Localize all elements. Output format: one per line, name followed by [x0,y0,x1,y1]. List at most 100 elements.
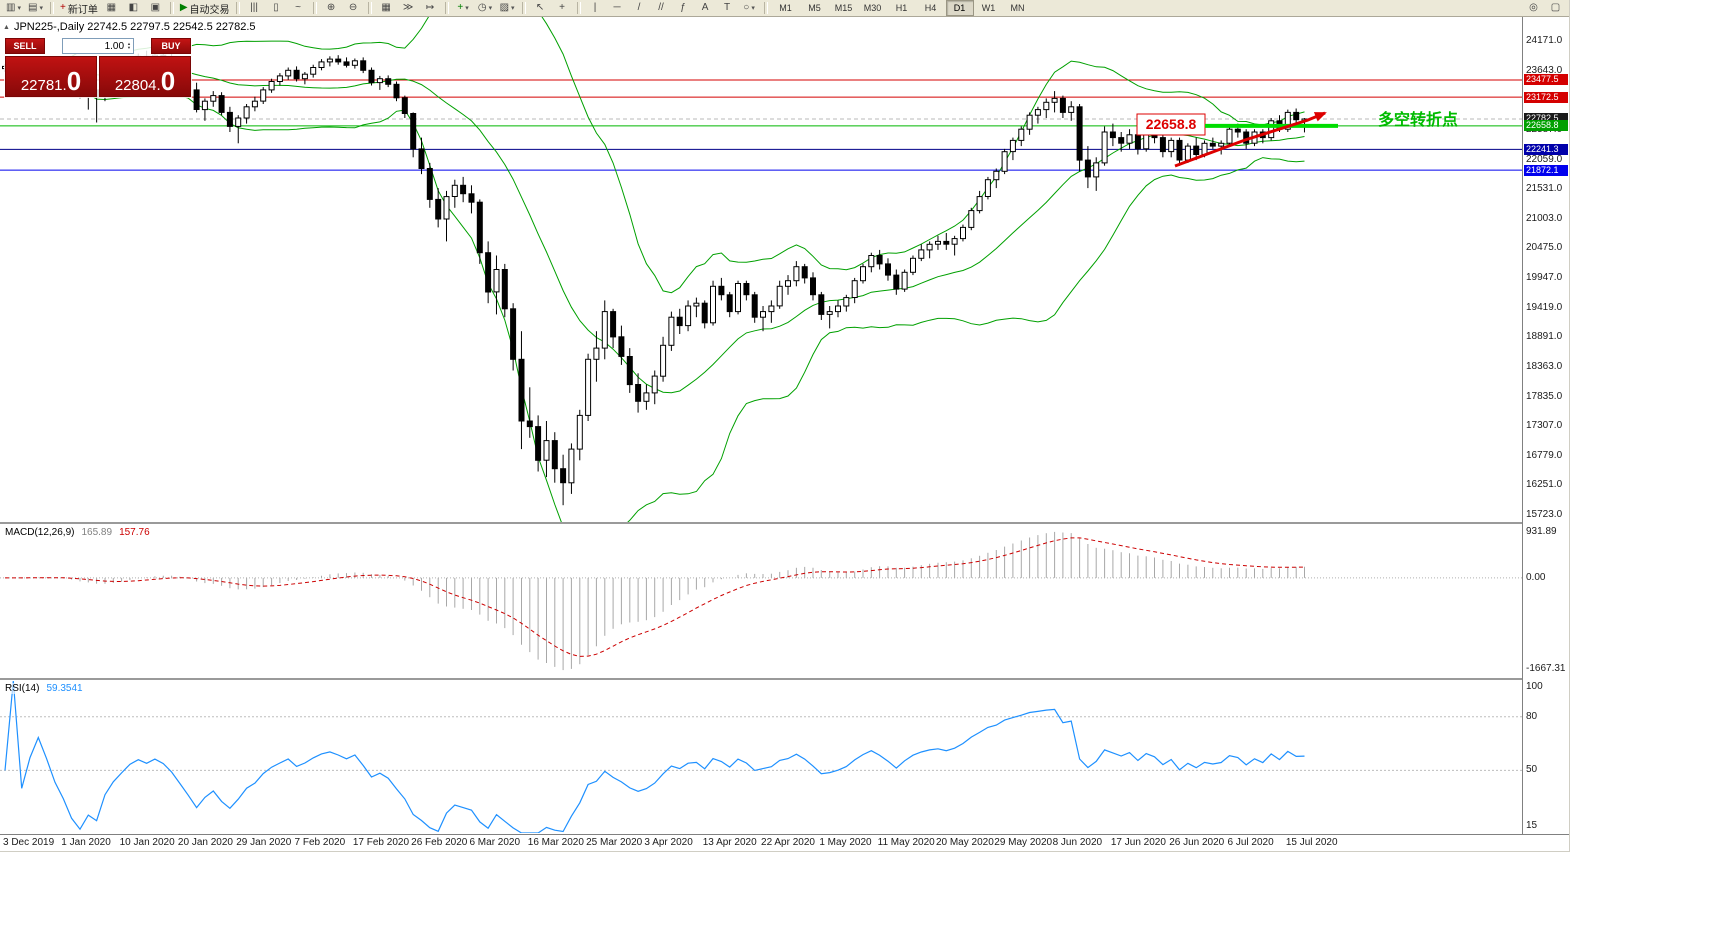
candle [918,249,925,259]
price-scale[interactable]: 24171.023643.023115.022587.022059.021531… [1522,17,1569,834]
volume-input[interactable]: 1.00 ▲ ▼ [62,38,134,54]
price-badge: 23477.5 [1524,74,1568,86]
candle [418,148,425,169]
rsi-axis-80: 80 [1526,710,1538,722]
terminal-icon[interactable]: ▣ [150,2,161,13]
macd-main-value: 165.89 [81,527,113,538]
price-tick-label: 16251.0 [1526,479,1563,491]
panel-separator[interactable] [0,522,1569,524]
candle [1293,111,1300,121]
candle [751,294,758,318]
channel-icon[interactable]: // [658,2,664,13]
sell-price-pips: 0 [66,66,82,96]
periods-icon[interactable]: ◷ ▾ [477,2,493,13]
timeframe-mn[interactable]: MN [1010,3,1025,13]
trend-arrow[interactable] [1174,111,1327,168]
toolbar-separator [576,2,581,14]
candle [1043,101,1050,111]
price-tick-label: 16779.0 [1526,449,1563,461]
fullscreen-icon[interactable]: ▢ [1550,2,1561,13]
timeframe-h1[interactable]: H1 [895,3,908,13]
candle [1101,131,1108,164]
candle [1193,145,1200,156]
macd-panel-canvas[interactable] [0,525,1522,677]
date-label: 8 Jun 2020 [1052,837,1103,848]
timeframe-h4[interactable]: H4 [924,3,937,13]
zoom-out-icon[interactable]: ⊖ [348,2,358,13]
buy-price-box[interactable]: 22804. 0 [99,56,191,97]
text-icon[interactable]: A [701,2,709,13]
sell-button[interactable]: SELL [5,38,45,54]
candle [1134,134,1141,150]
candle [860,266,866,282]
candle [426,168,433,200]
candle [568,448,575,484]
panel-separator[interactable] [0,678,1569,680]
candle [193,89,200,111]
rsi-value: 59.3541 [46,683,83,694]
volume-spinner[interactable]: ▲ ▼ [127,41,131,50]
buy-button[interactable]: BUY [151,38,191,54]
bar-chart-icon[interactable]: ||| [250,2,258,13]
line-chart-icon[interactable]: ~ [295,2,301,13]
horizontal-line-icon[interactable]: ─ [613,2,621,13]
date-label: 17 Feb 2020 [352,837,410,848]
candle [676,316,683,327]
new-order-button[interactable]: + 新订单 [60,2,98,16]
candle [1001,151,1008,172]
trendline-icon[interactable]: / [637,2,641,13]
market-watch-icon[interactable]: ▦ [106,2,117,13]
candle [585,358,592,416]
candle [393,83,400,99]
candle [1051,97,1058,103]
candle [526,420,533,428]
fibonacci-icon[interactable]: ƒ [680,2,686,13]
candle [635,384,642,402]
toolbar-separator [50,2,54,14]
timeframe-m5[interactable]: M5 [808,3,821,13]
search-icon[interactable]: ◎ [1529,2,1538,13]
rsi-panel-canvas[interactable] [0,681,1522,833]
macd-signal-value: 157.76 [119,527,150,538]
price-tick-label: 21531.0 [1526,183,1563,195]
candle [476,201,483,254]
candle [1118,137,1125,144]
cursor-icon[interactable]: ↖ [535,2,545,13]
candle [876,255,883,265]
label-icon[interactable]: T [723,2,731,13]
candle [743,283,750,296]
zoom-in-icon[interactable]: ⊕ [326,2,336,13]
vertical-line-icon[interactable]: | [593,2,597,13]
chart-shift-icon[interactable]: ↦ [425,2,435,13]
crosshair-icon[interactable]: + [559,2,565,13]
new-chart-icon[interactable]: ▥ ▾ [6,2,21,13]
date-label: 20 May 2020 [935,837,994,848]
timeframe-m30[interactable]: M30 [863,3,882,13]
date-label: 26 Jun 2020 [1169,837,1225,848]
main-chart-canvas[interactable]: 22658.8 多空转折点 [0,17,1522,522]
time-axis[interactable]: 3 Dec 2019 1 Jan 2020 10 Jan 2020 20 Jan 20… [0,836,1522,850]
candlestick-chart-icon[interactable]: ▯ [273,2,279,13]
candle [351,60,358,66]
auto-trading-button[interactable]: ▶ 自动交易 [179,2,230,16]
sell-price-box[interactable]: 22781. 0 [5,56,97,97]
turning-point-label[interactable]: 多空转折点 [1378,110,1458,129]
candle [518,358,525,422]
candle [818,294,825,315]
data-window-icon[interactable]: ◧ [128,2,139,13]
timeframe-m1[interactable]: M1 [779,3,792,13]
candle [993,170,1000,181]
timeframe-w1[interactable]: W1 [981,3,996,13]
templates-icon[interactable]: ▨ ▾ [499,2,515,13]
auto-scroll-icon[interactable]: ≫ [402,2,414,13]
candle [1218,142,1225,147]
oct-collapse-icon[interactable]: ▲ [3,23,10,31]
shapes-icon[interactable]: ○ ▾ [743,2,755,13]
timeframe-d1[interactable]: D1 [945,0,974,16]
rsi-axis-100: 100 [1526,681,1543,692]
timeframe-m15[interactable]: M15 [834,3,853,13]
candle [1176,139,1183,161]
tile-windows-icon[interactable]: ▦ [381,2,391,13]
profiles-icon[interactable]: ▤ ▾ [28,2,43,13]
indicators-icon[interactable]: + ▾ [457,2,469,13]
